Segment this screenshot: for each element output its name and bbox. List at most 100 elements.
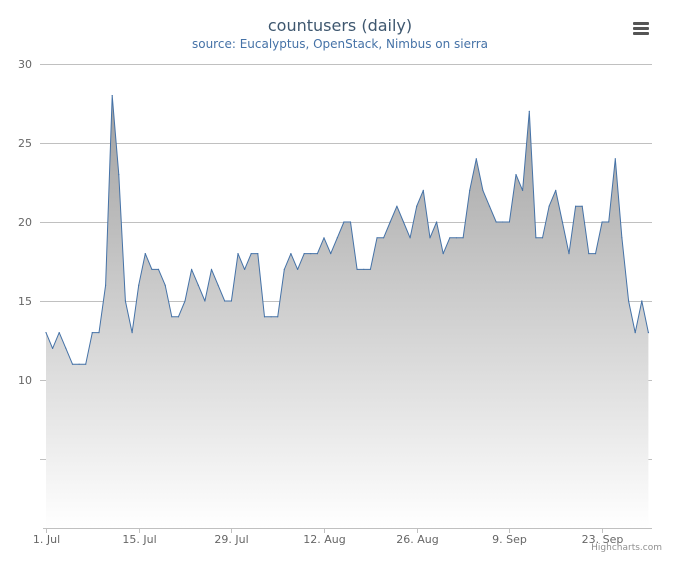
data-point[interactable] <box>310 253 312 255</box>
data-point[interactable] <box>628 300 630 302</box>
data-point[interactable] <box>568 253 570 255</box>
data-point[interactable] <box>647 332 650 334</box>
data-point[interactable] <box>462 237 464 239</box>
data-point[interactable] <box>283 268 285 270</box>
data-point[interactable] <box>608 221 610 223</box>
data-point[interactable] <box>237 253 239 255</box>
data-point[interactable] <box>422 189 424 191</box>
data-point[interactable] <box>217 284 219 286</box>
y-tick-label: 15 <box>18 295 32 308</box>
data-point[interactable] <box>184 300 186 302</box>
x-tick-label: 26. Aug <box>396 533 438 546</box>
data-point[interactable] <box>303 253 305 255</box>
data-point[interactable] <box>171 316 173 318</box>
data-point[interactable] <box>356 268 358 270</box>
data-point[interactable] <box>488 205 491 207</box>
data-point[interactable] <box>508 221 510 223</box>
data-point[interactable] <box>91 332 93 334</box>
data-point[interactable] <box>363 268 365 270</box>
data-point[interactable] <box>535 237 537 239</box>
data-point[interactable] <box>164 284 166 286</box>
data-point[interactable] <box>263 316 266 318</box>
data-point[interactable] <box>131 332 133 334</box>
data-point[interactable] <box>601 221 603 223</box>
data-point[interactable] <box>522 189 524 191</box>
data-point[interactable] <box>78 363 80 365</box>
data-point[interactable] <box>343 221 345 223</box>
data-point[interactable] <box>210 268 213 270</box>
data-point[interactable] <box>230 300 232 302</box>
data-point[interactable] <box>250 253 252 255</box>
data-point[interactable] <box>85 363 87 365</box>
data-point[interactable] <box>594 253 597 255</box>
data-point[interactable] <box>402 221 405 223</box>
data-point[interactable] <box>118 174 120 176</box>
x-tick-label: 15. Jul <box>122 533 156 546</box>
data-point[interactable] <box>482 189 484 191</box>
data-point[interactable] <box>197 284 199 286</box>
data-point[interactable] <box>144 253 146 255</box>
data-point[interactable] <box>270 316 272 318</box>
data-point[interactable] <box>588 253 590 255</box>
data-point[interactable] <box>138 284 140 286</box>
hamburger-menu-icon[interactable] <box>628 18 654 40</box>
data-point[interactable] <box>548 205 550 207</box>
data-point[interactable] <box>575 205 577 207</box>
data-point[interactable] <box>98 332 100 334</box>
data-point[interactable] <box>429 237 431 239</box>
data-point[interactable] <box>297 268 299 270</box>
data-point[interactable] <box>442 253 444 255</box>
data-point[interactable] <box>177 316 179 318</box>
data-point[interactable] <box>581 205 583 207</box>
data-point[interactable] <box>475 158 477 160</box>
data-point[interactable] <box>323 237 325 239</box>
data-point[interactable] <box>277 316 279 318</box>
data-point[interactable] <box>105 284 107 286</box>
data-point[interactable] <box>515 174 517 176</box>
data-point[interactable] <box>257 253 259 255</box>
data-point[interactable] <box>528 110 530 112</box>
data-point[interactable] <box>316 253 318 255</box>
data-point[interactable] <box>561 221 564 223</box>
data-point[interactable] <box>555 189 557 191</box>
data-point[interactable] <box>502 221 504 223</box>
data-point[interactable] <box>45 332 47 334</box>
data-point[interactable] <box>469 189 471 191</box>
credits-link[interactable]: Highcharts.com <box>591 543 662 553</box>
data-point[interactable] <box>349 221 352 223</box>
data-point[interactable] <box>336 237 338 239</box>
data-point[interactable] <box>71 363 74 365</box>
data-point[interactable] <box>634 332 636 334</box>
data-point[interactable] <box>416 205 418 207</box>
data-point[interactable] <box>369 268 371 270</box>
data-point[interactable] <box>621 237 623 239</box>
data-point[interactable] <box>290 253 292 255</box>
data-point[interactable] <box>614 158 616 160</box>
x-tick-label: 12. Aug <box>303 533 345 546</box>
data-point[interactable] <box>58 332 60 334</box>
data-point[interactable] <box>191 268 193 270</box>
data-point[interactable] <box>224 300 226 302</box>
data-point[interactable] <box>383 237 385 239</box>
data-point[interactable] <box>396 205 398 207</box>
data-point[interactable] <box>541 237 544 239</box>
data-point[interactable] <box>641 300 643 302</box>
data-point[interactable] <box>111 95 113 97</box>
data-point[interactable] <box>204 300 206 302</box>
data-point[interactable] <box>449 237 451 239</box>
data-point[interactable] <box>244 268 246 270</box>
data-point[interactable] <box>389 221 391 223</box>
data-point[interactable] <box>52 347 54 349</box>
data-point[interactable] <box>409 237 411 239</box>
data-point[interactable] <box>65 347 67 349</box>
data-point[interactable] <box>495 221 497 223</box>
data-point[interactable] <box>124 300 126 302</box>
data-point[interactable] <box>157 268 160 270</box>
data-point[interactable] <box>376 237 378 239</box>
data-point[interactable] <box>455 237 457 239</box>
data-point[interactable] <box>151 268 153 270</box>
data-point[interactable] <box>436 221 438 223</box>
x-tick-label: 23. Sep <box>582 533 624 546</box>
x-tick-label: 29. Jul <box>214 533 248 546</box>
data-point[interactable] <box>330 253 332 255</box>
